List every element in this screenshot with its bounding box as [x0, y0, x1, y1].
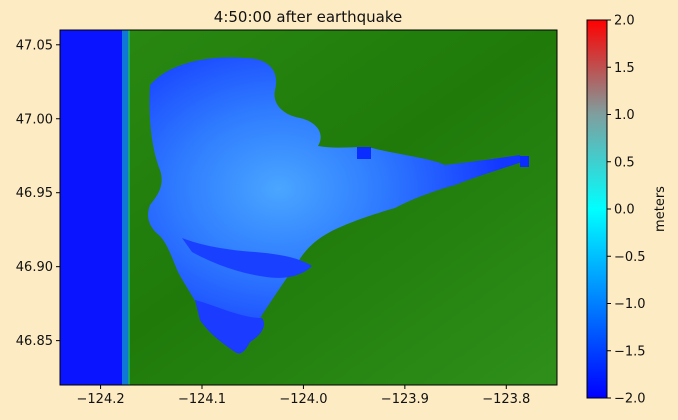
x-tick-label-4: −123.8 — [482, 392, 530, 407]
colorbar-tick-label-0: 2.0 — [614, 14, 635, 29]
colorbar-tick-label-3: 0.5 — [614, 155, 635, 170]
north-channel — [182, 238, 312, 278]
y-tick-label-0: 47.05 — [16, 38, 53, 53]
river-patch — [520, 156, 529, 167]
y-axis: 47.05 47.00 46.95 46.90 46.85 — [16, 38, 60, 349]
map-image — [60, 30, 557, 385]
colorbar-tick-label-4: 0.0 — [614, 203, 635, 218]
colorbar-tick-label-5: −0.5 — [614, 250, 646, 265]
colorbar-tick-label-2: 1.0 — [614, 108, 635, 123]
ocean-area — [60, 30, 128, 385]
colorbar-tick-label-1: 1.5 — [614, 61, 635, 76]
colorbar-tick-label-8: −2.0 — [614, 392, 646, 407]
x-tick-label-0: −124.2 — [77, 392, 125, 407]
bay-water — [148, 57, 522, 350]
surf-zone — [122, 30, 130, 385]
plot-frame — [59, 29, 558, 386]
colorbar-label: meters — [653, 186, 668, 232]
south-bay — [195, 300, 265, 354]
colorbar-axis: 2.0 1.5 1.0 0.5 0.0 −0.5 −1.0 −1.5 −2.0 — [607, 14, 646, 407]
x-tick-label-1: −124.1 — [178, 392, 226, 407]
y-tick-label-3: 46.90 — [16, 260, 53, 275]
y-tick-label-4: 46.85 — [16, 334, 53, 349]
y-tick-label-1: 47.00 — [16, 112, 53, 127]
chart-title: 4:50:00 after earthquake — [214, 8, 402, 26]
colorbar-tick-label-6: −1.0 — [614, 297, 646, 312]
x-tick-label-3: −123.9 — [381, 392, 429, 407]
inlet-patch — [357, 147, 371, 159]
x-axis: −124.2 −124.1 −124.0 −123.9 −123.8 — [77, 385, 530, 407]
colorbar-tick-label-7: −1.5 — [614, 344, 646, 359]
x-tick-label-2: −124.0 — [279, 392, 327, 407]
colorbar — [586, 19, 608, 399]
y-tick-label-2: 46.95 — [16, 186, 53, 201]
